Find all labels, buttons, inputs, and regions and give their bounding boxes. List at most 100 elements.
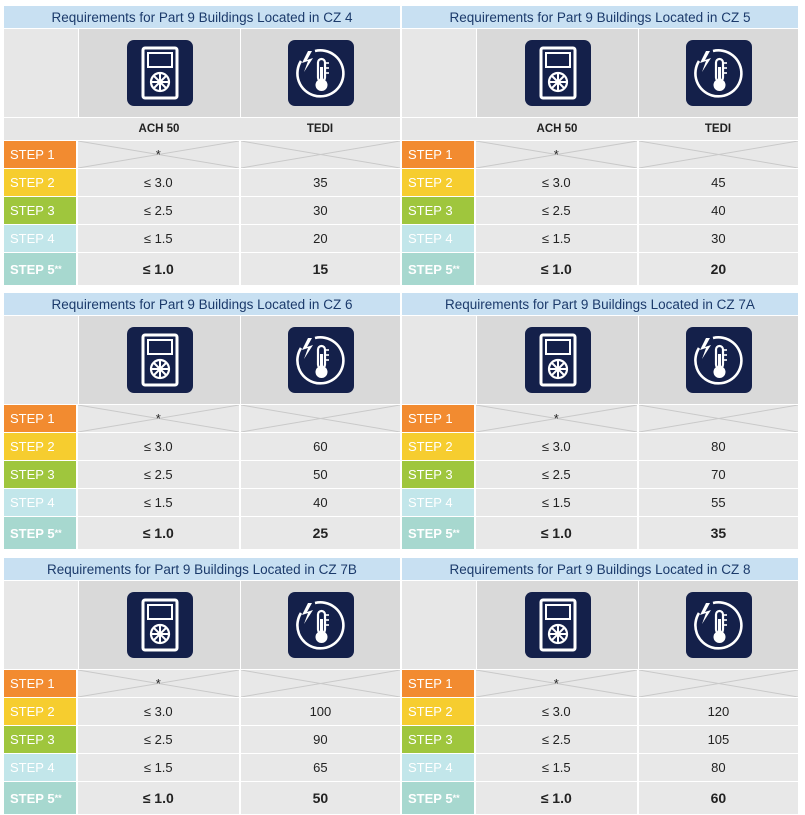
tedi-value: 45	[636, 169, 798, 196]
blank-header	[4, 118, 78, 140]
ach-value: ≤ 1.0	[75, 517, 239, 549]
step-label-text: STEP 5	[408, 261, 453, 277]
table-row: STEP 1 *	[4, 669, 400, 697]
tedi-value: 30	[636, 225, 798, 252]
step-label-text: STEP 2	[10, 439, 55, 454]
table-row: STEP 5 ** ≤ 1.0 20	[402, 252, 798, 285]
step-label-text: STEP 4	[10, 495, 55, 510]
not-applicable-cross	[241, 670, 400, 697]
step-label: STEP 1	[4, 141, 76, 168]
footnote-marker: **	[54, 263, 62, 274]
ach-value: *	[473, 670, 637, 697]
ach-value: ≤ 1.0	[473, 782, 637, 814]
not-applicable-cross	[639, 405, 798, 432]
step-label-text: STEP 5	[10, 790, 55, 806]
table-row: STEP 4 ≤ 1.5 55	[402, 488, 798, 516]
step-label: STEP 2	[4, 698, 76, 725]
table-row: STEP 2 ≤ 3.0 100	[4, 697, 400, 725]
column-header-row: ACH 50 TEDI	[4, 117, 400, 140]
panel-title: Requirements for Part 9 Buildings Locate…	[4, 293, 400, 316]
ach-value: ≤ 1.5	[75, 489, 239, 516]
ach-column-header: ACH 50	[536, 123, 578, 135]
ach-value: ≤ 3.0	[473, 169, 637, 196]
ach-value: ≤ 2.5	[473, 197, 637, 224]
tedi-value	[238, 405, 400, 432]
not-applicable-cross	[241, 405, 400, 432]
ach-value: ≤ 2.5	[75, 197, 239, 224]
step-label: STEP 4	[4, 225, 76, 252]
ach-value-text: *	[155, 676, 161, 691]
ach-value: ≤ 3.0	[75, 433, 239, 460]
step-label: STEP 1	[4, 670, 76, 697]
step-label: STEP 2	[402, 169, 474, 196]
ach-icon-cell	[475, 316, 639, 404]
step-label-text: STEP 3	[408, 203, 453, 218]
requirements-panel: Requirements for Part 9 Buildings Locate…	[4, 558, 400, 814]
panel-title: Requirements for Part 9 Buildings Locate…	[402, 293, 798, 316]
table-row: STEP 1 *	[4, 404, 400, 432]
ach-value: ≤ 1.5	[473, 225, 637, 252]
not-applicable-cross	[476, 141, 637, 168]
tedi-value	[238, 141, 400, 168]
table-row: STEP 5 ** ≤ 1.0 15	[4, 252, 400, 285]
ach-value: ≤ 2.5	[473, 461, 637, 488]
blank-cell	[402, 29, 476, 117]
tedi-value: 60	[636, 782, 798, 814]
step-label-text: STEP 4	[408, 760, 453, 775]
blank-cell	[4, 29, 78, 117]
step-label-text: STEP 1	[408, 676, 453, 691]
ach-value: ≤ 1.0	[473, 517, 637, 549]
ach-value: ≤ 1.5	[473, 754, 637, 781]
step-label-text: STEP 2	[10, 704, 55, 719]
tedi-column-header: TEDI	[306, 123, 334, 135]
table-row: STEP 3 ≤ 2.5 40	[402, 196, 798, 224]
step-label: STEP 3	[4, 461, 76, 488]
tedi-value: 60	[238, 433, 400, 460]
ach-value-text: *	[155, 147, 161, 162]
ach-value: ≤ 2.5	[75, 461, 239, 488]
ach-value: *	[75, 405, 239, 432]
ach-value: ≤ 1.0	[75, 253, 239, 285]
table-row: STEP 3 ≤ 2.5 50	[4, 460, 400, 488]
step-label-text: STEP 4	[10, 760, 55, 775]
icon-row	[4, 29, 400, 117]
ach-value: ≤ 1.5	[75, 754, 239, 781]
step-label: STEP 1	[402, 405, 474, 432]
table-row: STEP 4 ≤ 1.5 80	[402, 753, 798, 781]
not-applicable-cross	[78, 670, 239, 697]
tedi-value	[636, 670, 798, 697]
icon-row	[402, 29, 798, 117]
tedi-value: 80	[636, 754, 798, 781]
step-label-text: STEP 1	[408, 411, 453, 426]
tedi-value: 15	[238, 253, 400, 285]
step-label: STEP 2	[4, 169, 76, 196]
tedi-value: 40	[636, 197, 798, 224]
step-label-text: STEP 3	[10, 732, 55, 747]
requirements-panel: Requirements for Part 9 Buildings Locate…	[402, 6, 798, 285]
step-label: STEP 3	[402, 461, 474, 488]
thermal-energy-thermometer-icon	[685, 327, 752, 393]
air-exchange-unit-icon	[126, 327, 193, 393]
air-exchange-unit-icon	[524, 327, 591, 393]
ach-value: ≤ 1.0	[473, 253, 637, 285]
table-row: STEP 5 ** ≤ 1.0 60	[402, 781, 798, 814]
step-label: STEP 5 **	[402, 517, 474, 549]
step-label: STEP 3	[4, 197, 76, 224]
table-row: STEP 3 ≤ 2.5 105	[402, 725, 798, 753]
step-label: STEP 3	[402, 726, 474, 753]
table-row: STEP 2 ≤ 3.0 45	[402, 168, 798, 196]
step-label: STEP 4	[402, 225, 474, 252]
ach-value: ≤ 2.5	[75, 726, 239, 753]
tedi-value: 50	[238, 461, 400, 488]
table-row: STEP 3 ≤ 2.5 30	[4, 196, 400, 224]
table-row: STEP 1 *	[4, 140, 400, 168]
step-label: STEP 5 **	[4, 517, 76, 549]
icon-row	[402, 316, 798, 404]
step-label-text: STEP 5	[408, 525, 453, 541]
footnote-marker: **	[452, 263, 460, 274]
not-applicable-cross	[241, 141, 400, 168]
ach-column-header: ACH 50	[138, 123, 180, 135]
ach-icon-cell	[475, 29, 639, 117]
step-label: STEP 4	[4, 754, 76, 781]
